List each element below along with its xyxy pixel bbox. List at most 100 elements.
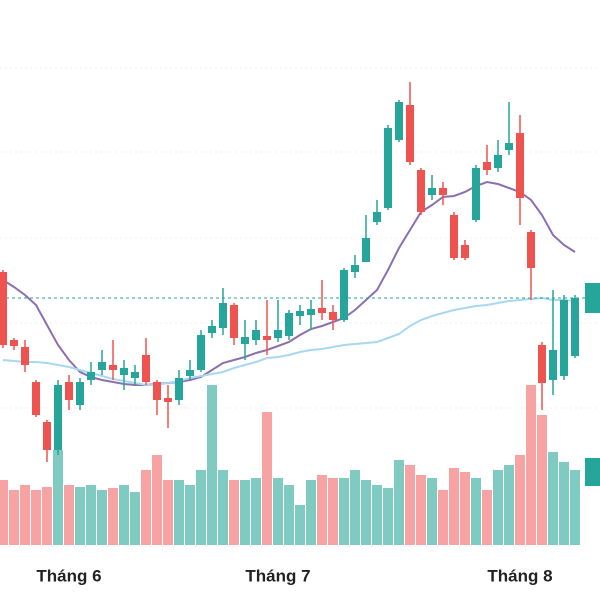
volume-bar: [460, 472, 470, 545]
candle-body: [186, 370, 194, 376]
candle-body: [175, 378, 183, 400]
volume-bar: [163, 480, 173, 545]
candle-body: [252, 330, 260, 340]
volume-bar: [273, 478, 283, 545]
volume-bar: [548, 452, 558, 545]
volume-bar: [317, 475, 327, 545]
x-tick-label: Tháng 8: [487, 566, 552, 585]
volume-bar: [350, 470, 360, 545]
last-price-marker: [585, 283, 600, 313]
candle-body: [538, 345, 546, 383]
volume-bar: [0, 480, 8, 545]
candle-body: [516, 133, 524, 198]
candle-body: [230, 305, 238, 338]
volume-bar: [86, 485, 96, 545]
volume-bar: [284, 485, 294, 545]
candle-body: [505, 143, 513, 150]
volume-bar: [20, 485, 30, 545]
candle-body: [296, 311, 304, 316]
candle-body: [428, 188, 436, 195]
volume-bar: [75, 487, 85, 545]
volume-bar: [372, 485, 382, 545]
candle-body: [472, 168, 480, 220]
candle-body: [560, 300, 568, 376]
candle-body: [373, 212, 381, 222]
volume-bar: [405, 465, 415, 545]
x-tick-label: Tháng 7: [245, 566, 310, 585]
candle-body: [527, 232, 535, 268]
volume-bar: [240, 480, 250, 545]
volume-bar: [152, 455, 162, 545]
candle-body: [0, 272, 7, 345]
volume-bar: [218, 470, 228, 545]
volume-bar: [328, 478, 338, 545]
volume-bar: [196, 470, 206, 545]
volume-bar: [251, 478, 261, 545]
volume-bar: [64, 485, 74, 545]
candle-body: [307, 309, 315, 315]
volume-bar: [383, 488, 393, 545]
volume-bar: [537, 415, 547, 545]
candle-body: [340, 270, 348, 320]
candle-body: [329, 312, 337, 320]
volume-bar: [493, 470, 503, 545]
candle-body: [417, 170, 425, 212]
candle-body: [483, 162, 491, 170]
volume-bar: [449, 468, 459, 545]
volume-bar: [295, 505, 305, 545]
volume-bar: [526, 385, 536, 545]
volume-bar: [130, 492, 140, 545]
volume-bar: [262, 412, 272, 545]
volume-bar: [427, 478, 437, 545]
candle-body: [318, 308, 326, 313]
volume-bar: [97, 490, 107, 545]
candle-body: [32, 382, 40, 415]
volume-bar: [42, 487, 52, 545]
volume-bar: [570, 470, 580, 545]
volume-bar: [339, 478, 349, 545]
volume-bar: [53, 450, 63, 545]
candle-body: [274, 330, 282, 338]
volume-bar: [185, 485, 195, 545]
candle-body: [285, 313, 293, 336]
candle-body: [549, 350, 557, 380]
volume-bar: [416, 475, 426, 545]
candle-body: [153, 382, 161, 400]
volume-bar: [504, 465, 514, 545]
candle-body: [10, 340, 18, 346]
moving-average: [2, 296, 576, 386]
volume-bar: [9, 490, 19, 545]
candle-body: [384, 128, 392, 208]
candle-body: [87, 372, 95, 380]
candle-body: [197, 335, 205, 370]
last-volume-marker: [585, 458, 600, 486]
volume-bar: [471, 478, 481, 545]
volume-bar: [306, 480, 316, 545]
candle-body: [109, 365, 117, 370]
candle-body: [406, 105, 414, 162]
volume-bar: [207, 385, 217, 545]
volume-bar: [229, 480, 239, 545]
candle-body: [43, 422, 51, 450]
candle-body: [395, 102, 403, 140]
candle-body: [241, 337, 249, 344]
candle-body: [76, 382, 84, 405]
candle-body: [208, 326, 216, 333]
volume-bar: [141, 470, 151, 545]
volume-bar: [108, 488, 118, 545]
candle-body: [219, 303, 227, 328]
candle-body: [142, 355, 150, 382]
candle-body: [439, 188, 447, 195]
candle-body: [351, 265, 359, 272]
volume-bar: [559, 462, 569, 545]
candle-body: [120, 368, 128, 375]
volume-bar: [31, 490, 41, 545]
volume-bar: [361, 480, 371, 545]
volume-bar: [482, 490, 492, 545]
volume-bar: [174, 480, 184, 545]
candle-body: [54, 385, 62, 450]
candle-body: [164, 398, 172, 402]
candle-body: [263, 336, 271, 340]
x-tick-label: Tháng 6: [36, 566, 101, 585]
